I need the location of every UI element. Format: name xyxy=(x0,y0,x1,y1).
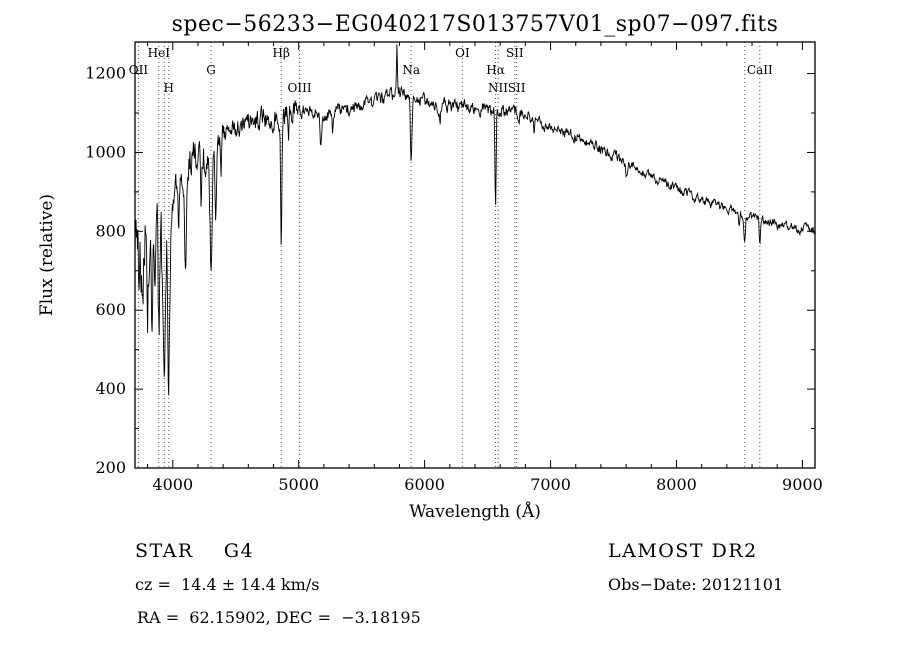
y-tick-label: 1000 xyxy=(85,142,126,161)
classification-text: STAR G4 xyxy=(135,540,254,562)
spectral-line-label: OII xyxy=(129,63,149,77)
y-tick-label: 200 xyxy=(95,458,126,477)
spectral-line-label: CaII xyxy=(747,63,773,77)
spectral-line-label: NII xyxy=(488,81,508,95)
x-tick-label: 9000 xyxy=(782,475,823,494)
spectrum-line xyxy=(134,44,816,396)
spectral-line-label: SII xyxy=(506,46,524,60)
x-tick-label: 5000 xyxy=(278,475,319,494)
spectral-line-label: G xyxy=(206,63,216,77)
x-tick-label: 8000 xyxy=(656,475,697,494)
spectral-line-label: SII xyxy=(508,81,526,95)
x-tick-label: 4000 xyxy=(152,475,193,494)
x-tick-label: 7000 xyxy=(530,475,571,494)
y-tick-label: 1200 xyxy=(85,64,126,83)
spectral-line-label: H xyxy=(164,81,174,95)
y-tick-label: 400 xyxy=(95,379,126,398)
coords-text: RA = 62.15902, DEC = −3.18195 xyxy=(137,608,421,627)
survey-text: LAMOST DR2 xyxy=(608,540,758,562)
spectral-line-label: Hα xyxy=(486,63,505,77)
x-axis-label: Wavelength (Å) xyxy=(409,501,541,522)
spectral-line-label: HeI xyxy=(148,46,171,60)
cz-text: cz = 14.4 ± 14.4 km/s xyxy=(135,575,319,594)
axes-layer: 4000 5000 6000 7000 8000 9000 200 400 600 800 1000… xyxy=(85,41,823,494)
y-tick-label: 600 xyxy=(95,300,126,319)
obs-date-text: Obs−Date: 20121101 xyxy=(608,575,783,594)
y-axis-label: Flux (relative) xyxy=(37,194,57,316)
y-tick-label: 800 xyxy=(95,221,126,240)
spectral-line-label: OI xyxy=(455,46,470,60)
spectral-line-label: Na xyxy=(402,63,420,77)
x-tick-label: 6000 xyxy=(404,475,445,494)
spectral-line-label: Hβ xyxy=(272,46,289,60)
series-layer xyxy=(134,44,816,396)
plot-title: spec−56233−EG040217S013757V01_sp07−097.f… xyxy=(172,12,779,37)
spectral-line-label: OIII xyxy=(288,81,312,95)
